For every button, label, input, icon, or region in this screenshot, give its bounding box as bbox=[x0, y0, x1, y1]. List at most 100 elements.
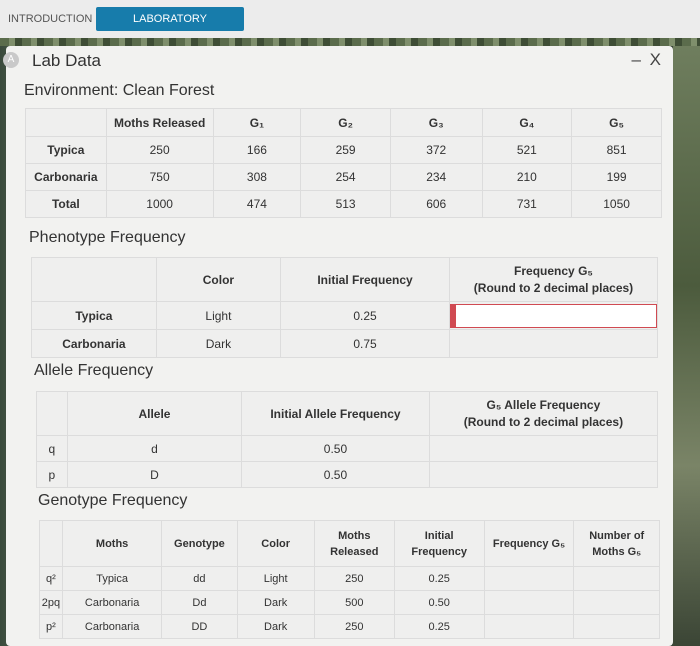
header-g2: G₂ bbox=[300, 108, 391, 137]
row-label: Typica bbox=[31, 301, 157, 330]
table-cell: 1050 bbox=[571, 190, 662, 218]
table-cell: 250 bbox=[313, 614, 395, 639]
genotype-title: Genotype Frequency bbox=[38, 492, 188, 509]
table-cell: 474 bbox=[212, 190, 302, 218]
panel-title: Lab Data bbox=[32, 51, 101, 70]
empty-input-cell[interactable] bbox=[483, 566, 575, 591]
header-color: Color bbox=[155, 257, 282, 302]
table-cell: 750 bbox=[105, 163, 214, 191]
row-label: q bbox=[36, 435, 68, 462]
close-icon[interactable]: – X bbox=[631, 50, 663, 69]
empty-input-cell[interactable] bbox=[483, 614, 575, 639]
header-number-of-moths-g5: Number of Moths G₅ bbox=[573, 520, 660, 567]
header-frequency-g5: Frequency G₅ bbox=[483, 520, 575, 567]
table-cell: dd bbox=[161, 566, 238, 591]
header-moths-released: Moths Released bbox=[105, 108, 214, 137]
header-frequency-g5: Frequency G₅ (Round to 2 decimal places) bbox=[448, 257, 659, 302]
table-cell: 606 bbox=[389, 190, 483, 218]
tab-laboratory-simulation[interactable]: LABORATORY SIMULATION bbox=[96, 7, 244, 49]
header-genotype: Genotype bbox=[161, 520, 238, 567]
header-initial-allele-frequency: Initial Allele Frequency bbox=[241, 391, 430, 436]
table-cell: 0.75 bbox=[280, 329, 450, 358]
header-moths-g5-label: Moths G₅ bbox=[592, 545, 642, 558]
row-label: p² bbox=[39, 614, 63, 639]
empty-input-cell[interactable] bbox=[573, 566, 660, 591]
header-g1: G₁ bbox=[212, 108, 302, 137]
table-cell: 1000 bbox=[105, 190, 214, 218]
table-cell: 210 bbox=[481, 163, 573, 191]
table-cell: 259 bbox=[300, 136, 391, 164]
table-cell: 0.50 bbox=[241, 435, 430, 462]
header-frequency-label: Frequency bbox=[411, 545, 467, 558]
empty-input-cell[interactable] bbox=[448, 329, 659, 358]
table-cell: Dark bbox=[155, 329, 282, 358]
empty-input-cell[interactable] bbox=[428, 435, 659, 462]
table-cell: 250 bbox=[105, 136, 214, 164]
row-label: p bbox=[36, 461, 68, 488]
header-initial-frequency: Initial Frequency bbox=[393, 520, 485, 567]
forest-background bbox=[0, 38, 700, 46]
table-cell: 500 bbox=[313, 590, 395, 615]
table-cell: 0.25 bbox=[280, 301, 450, 330]
header-initial-frequency: Initial Frequency bbox=[280, 257, 450, 302]
row-label: Carbonaria bbox=[25, 163, 107, 191]
header-cell bbox=[25, 108, 107, 137]
empty-input-cell[interactable] bbox=[428, 461, 659, 488]
header-moths-label: Moths bbox=[338, 529, 371, 542]
lab-data-panel: A Lab Data – X Environment: Clean Forest… bbox=[3, 46, 673, 646]
empty-input-cell[interactable] bbox=[483, 590, 575, 615]
table-cell: 0.50 bbox=[393, 590, 485, 615]
row-label: Total bbox=[25, 190, 107, 218]
table-cell: 0.25 bbox=[393, 614, 485, 639]
empty-input-cell[interactable] bbox=[573, 614, 660, 639]
empty-input-cell[interactable] bbox=[573, 590, 660, 615]
table-cell: Carbonaria bbox=[61, 614, 163, 639]
header-round-note: (Round to 2 decimal places) bbox=[463, 414, 624, 429]
table-cell: 308 bbox=[212, 163, 302, 191]
header-g4: G₄ bbox=[481, 108, 573, 137]
allele-title: Allele Frequency bbox=[34, 362, 154, 379]
header-g5-allele-label: G₅ Allele Frequency bbox=[486, 397, 601, 412]
tab-introduction[interactable]: INTRODUCTION bbox=[8, 13, 93, 25]
header-cell bbox=[39, 520, 63, 567]
moths-table: Moths Released G₁ G₂ G₃ G₄ G₅ Typica 250… bbox=[25, 108, 662, 218]
row-label: Carbonaria bbox=[31, 329, 157, 358]
allele-table: Allele Initial Allele Frequency G₅ Allel… bbox=[36, 391, 659, 488]
table-cell: 372 bbox=[389, 136, 483, 164]
frequency-g5-input[interactable] bbox=[449, 303, 657, 328]
row-label: Typica bbox=[25, 136, 107, 164]
environment-label: Environment: Clean Forest bbox=[24, 82, 215, 99]
table-cell: Carbonaria bbox=[61, 590, 163, 615]
header-initial-label: Initial bbox=[424, 529, 454, 542]
phenotype-title: Phenotype Frequency bbox=[29, 229, 186, 246]
header-moths: Moths bbox=[61, 520, 163, 567]
header-frequency-g5-label: Frequency G₅ bbox=[514, 263, 593, 278]
table-cell: Dark bbox=[236, 614, 315, 639]
table-cell: 166 bbox=[212, 136, 302, 164]
table-cell: Dd bbox=[161, 590, 238, 615]
forest-edge bbox=[673, 46, 700, 646]
table-cell: Light bbox=[155, 301, 282, 330]
row-label: q² bbox=[39, 566, 63, 591]
header-g5-allele-frequency: G₅ Allele Frequency (Round to 2 decimal … bbox=[428, 391, 659, 436]
table-cell: 0.25 bbox=[393, 566, 485, 591]
table-cell: d bbox=[66, 435, 243, 462]
header-g5: G₅ bbox=[571, 108, 662, 137]
table-cell: D bbox=[66, 461, 243, 488]
table-cell: 851 bbox=[571, 136, 662, 164]
panel-icon: A bbox=[3, 52, 19, 68]
table-cell: 250 bbox=[313, 566, 395, 591]
table-cell: 199 bbox=[571, 163, 662, 191]
table-cell: 254 bbox=[300, 163, 391, 191]
table-cell: 513 bbox=[300, 190, 391, 218]
header-released-label: Released bbox=[330, 545, 379, 558]
header-g3: G₃ bbox=[389, 108, 483, 137]
header-cell bbox=[36, 391, 68, 436]
genotype-table: Moths Genotype Color Moths Released Init… bbox=[39, 520, 660, 639]
header-round-note: (Round to 2 decimal places) bbox=[473, 280, 634, 295]
table-cell: 234 bbox=[389, 163, 483, 191]
phenotype-table: Color Initial Frequency Frequency G₅ (Ro… bbox=[31, 257, 659, 358]
table-cell: Typica bbox=[61, 566, 163, 591]
table-cell: DD bbox=[161, 614, 238, 639]
frequency-g5-input-cell[interactable] bbox=[448, 301, 659, 330]
